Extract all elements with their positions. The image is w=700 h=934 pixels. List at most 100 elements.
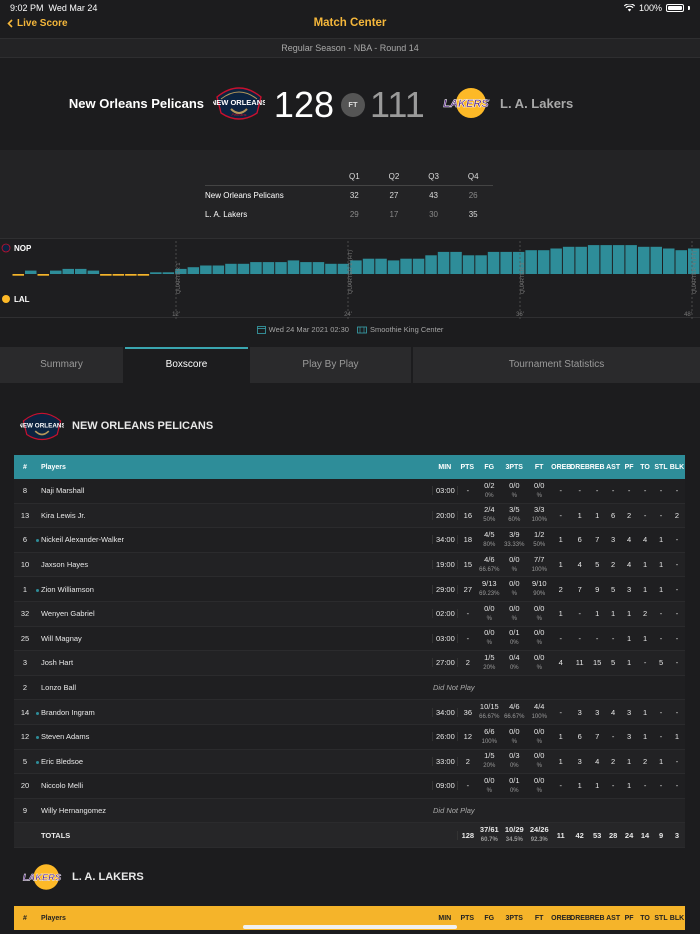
status-badge: FT: [341, 93, 365, 117]
player-name[interactable]: Willy Hernangomez: [41, 806, 107, 816]
stat-stl: -: [659, 609, 663, 619]
player-number: 9: [22, 806, 28, 816]
home-boxscore-table: # Players MIN PTS FG 3PTS FT OREB DREB R…: [14, 455, 685, 848]
stat-min: 27:00: [432, 658, 457, 668]
stat-to: -: [643, 486, 647, 496]
player-name[interactable]: Kira Lewis Jr.: [40, 510, 86, 520]
player-name[interactable]: Will Magnay: [40, 633, 82, 643]
status-bar: 9:02 PM Wed Mar 24 100%: [0, 0, 700, 16]
momentum-bar: [312, 262, 325, 274]
away-boxscore-header: LAKERS L. A. LAKERS: [20, 860, 144, 894]
player-row[interactable]: 9 Willy Hernangomez Did Not Play: [14, 798, 685, 824]
player-name[interactable]: Josh Hart: [40, 658, 74, 668]
player-number: 2: [22, 683, 28, 693]
tab-play-by-play[interactable]: Play By Play: [250, 347, 411, 383]
stat-oreb: -: [559, 707, 562, 717]
momentum-bar: [150, 272, 162, 274]
momentum-bar: [25, 270, 37, 274]
stat-ft: 0/0%: [534, 628, 545, 647]
stat-min: 20:00: [432, 510, 457, 520]
home-boxscore-header: NEW ORLEANS NEW ORLEANS PELICANS: [20, 409, 213, 443]
stat-oreb: 1: [558, 609, 563, 619]
player-row[interactable]: 5 Eric Bledsoe 33:00 2 1/5 20% 0/3 0% 0/0% 1 3 4 2 1 2…: [14, 749, 685, 775]
home-team-name[interactable]: New Orleans Pelicans: [68, 96, 204, 111]
stat-blk: -: [675, 486, 679, 496]
player-row[interactable]: 25 Will Magnay 03:00-0/0% 0/1 0% 0/0% - - - -1 1- -: [14, 626, 685, 652]
player-row[interactable]: 6 Nickeil Alexander-Walker 34:00 18 4/5 80% 3/…: [14, 528, 685, 553]
stat-stl: 1: [658, 756, 664, 766]
stat-pts: -: [457, 781, 477, 791]
stat-min: 26:00: [432, 732, 457, 742]
player-name[interactable]: Zion Williamson: [40, 584, 94, 594]
player-row[interactable]: 10 Jaxson Hayes 19:00 15 4/6 66.67% 0/0% 7/7 100…: [14, 552, 685, 578]
tab-boxscore[interactable]: Boxscore: [125, 347, 248, 383]
svg-text:NEW ORLEANS: NEW ORLEANS: [20, 423, 64, 430]
player-row[interactable]: 14 Brandon Ingram 34:00 36 10/15 66.67% 4/6 66.…: [14, 700, 685, 725]
player-name[interactable]: Jaxson Hayes: [40, 560, 89, 570]
player-name[interactable]: Steven Adams: [40, 732, 90, 742]
did-not-play: Did Not Play: [433, 806, 475, 816]
back-button[interactable]: Live Score: [7, 18, 68, 29]
stat-dreb: 6: [577, 732, 582, 742]
tab-summary[interactable]: Summary: [0, 347, 123, 383]
lakers-logo[interactable]: LAKERS: [440, 86, 492, 120]
stat-reb: 1: [595, 510, 600, 520]
player-name[interactable]: Niccolo Melli: [40, 781, 84, 791]
stat-to: 2: [642, 756, 648, 766]
stat-to: 2: [642, 609, 648, 619]
player-name[interactable]: Naji Marshall: [40, 486, 85, 496]
stat-reb: 9: [595, 584, 600, 594]
stat-to: -: [643, 658, 647, 668]
momentum-bar: [250, 262, 262, 274]
stat-fg: 6/6 100%: [481, 726, 497, 745]
momentum-chart: QUARTER 1 12' QUARTER 2 (HT) 24' QUARTER 3 36…: [0, 238, 700, 319]
tab-tournament-statistics[interactable]: Tournament Statistics: [413, 347, 700, 383]
stat-fg: 1/5 20%: [483, 652, 496, 671]
stat-pts: 15: [457, 560, 477, 570]
player-row[interactable]: 20 Niccolo Melli 09:00-0/0% 0/1 0% 0/0% -1 1-1-…: [14, 774, 685, 799]
battery-percent: 100%: [638, 3, 662, 13]
player-row[interactable]: 12 Steven Adams 26:00 12 6/6 100% 0/0% 0/0% 1 6 7-…: [14, 724, 685, 750]
player-name[interactable]: Lonzo Ball: [41, 683, 77, 693]
away-team-name[interactable]: L. A. Lakers: [500, 96, 574, 111]
player-name[interactable]: Eric Bledsoe: [40, 756, 84, 766]
stat-reb: -: [595, 633, 599, 643]
pelicans-logo[interactable]: NEW ORLEANS Pelicans: [213, 83, 265, 123]
stat-ast: 2: [611, 756, 616, 766]
momentum-bar: [612, 245, 625, 274]
player-row[interactable]: 32 Wenyen Gabriel 02:00-0/0% 0/0% 0/0% 1-1 1 1 2…: [14, 601, 685, 627]
player-row[interactable]: 13 Kira Lewis Jr. 20:00 16 2/4 50% 3/5 60% 3/3 10…: [14, 503, 685, 529]
player-row[interactable]: 1 Zion Williamson 29:00 27 9/13 69.23% 0/0% 9/1…: [14, 577, 685, 602]
player-name[interactable]: Brandon Ingram: [40, 707, 95, 717]
pelicans-logo-small: NEW ORLEANS: [20, 412, 64, 441]
player-number: 25: [20, 633, 30, 643]
player-number: 1: [22, 584, 28, 594]
player-row[interactable]: 8 Naji Marshall 03:00-0/2 0% 0/0% 0/0% - - - - - - -…: [14, 479, 685, 504]
player-name[interactable]: Wenyen Gabriel: [40, 609, 95, 619]
momentum-bar: [375, 258, 387, 274]
stat-ft: 4/4 100%: [531, 702, 547, 721]
quarter-header-row: Q1 Q2 Q3 Q4: [205, 167, 493, 186]
player-row[interactable]: 2 Lonzo Ball Did Not Play: [14, 675, 685, 701]
momentum-bar: [625, 245, 637, 274]
momentum-bar: [212, 265, 225, 274]
stat-ft: 0/0%: [534, 652, 545, 671]
player-row[interactable]: 3 Josh Hart 27:00 2 1/5 20% 0/4 0% 0/0% 4 11 15 5 1 - 5…: [14, 651, 685, 676]
momentum-bar: [300, 262, 312, 274]
nop-logo-small: [1, 243, 11, 253]
stat-3pts: 3/9 33.33%: [504, 529, 525, 548]
on-court-indicator: [35, 535, 41, 544]
stat-pf: 3: [627, 584, 632, 594]
home-indicator[interactable]: [243, 925, 457, 929]
momentum-bar: [537, 250, 550, 274]
stat-ast: 5: [611, 658, 616, 668]
stat-min: 03:00: [432, 633, 457, 643]
stat-stl: 1: [658, 584, 664, 594]
stat-pts: -: [457, 486, 477, 496]
player-name[interactable]: Nickeil Alexander-Walker: [40, 535, 125, 545]
stat-stl: -: [659, 486, 663, 496]
momentum-bar: [62, 268, 74, 274]
stat-dreb: 3: [577, 756, 582, 766]
battery-icon: [666, 4, 684, 12]
round-info: Regular Season - NBA - Round 14: [0, 38, 700, 58]
